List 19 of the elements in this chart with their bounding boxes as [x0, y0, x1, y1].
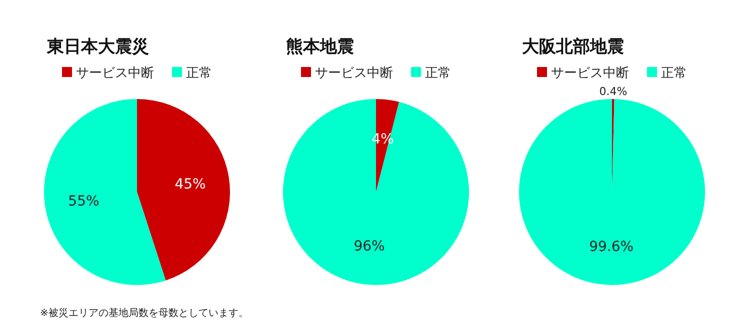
chart-title: 大阪北部地震 [522, 37, 624, 57]
legend-label: 正常 [425, 66, 451, 81]
legend-label: サービス中断 [76, 66, 154, 81]
legend-label: サービス中断 [551, 66, 629, 81]
legend-label: 正常 [661, 66, 687, 81]
data-label: 45% [174, 176, 206, 193]
legend-label: サービス中断 [315, 66, 393, 81]
pie-slice [519, 99, 706, 285]
data-label: 0.4% [599, 85, 628, 98]
pie-slice [283, 99, 469, 285]
pie-slice [44, 99, 166, 285]
data-label: 99.6% [589, 238, 634, 255]
chart-title: 熊本地震 [286, 37, 354, 57]
pie-slice [137, 99, 230, 280]
chart-title: 東日本大震災 [46, 37, 149, 57]
text: ※被災エリアの基地局数を母数としています。 [40, 307, 248, 319]
legend-label: 正常 [186, 66, 212, 81]
data-label: 55% [68, 193, 100, 210]
data-label: 96% [354, 238, 385, 255]
